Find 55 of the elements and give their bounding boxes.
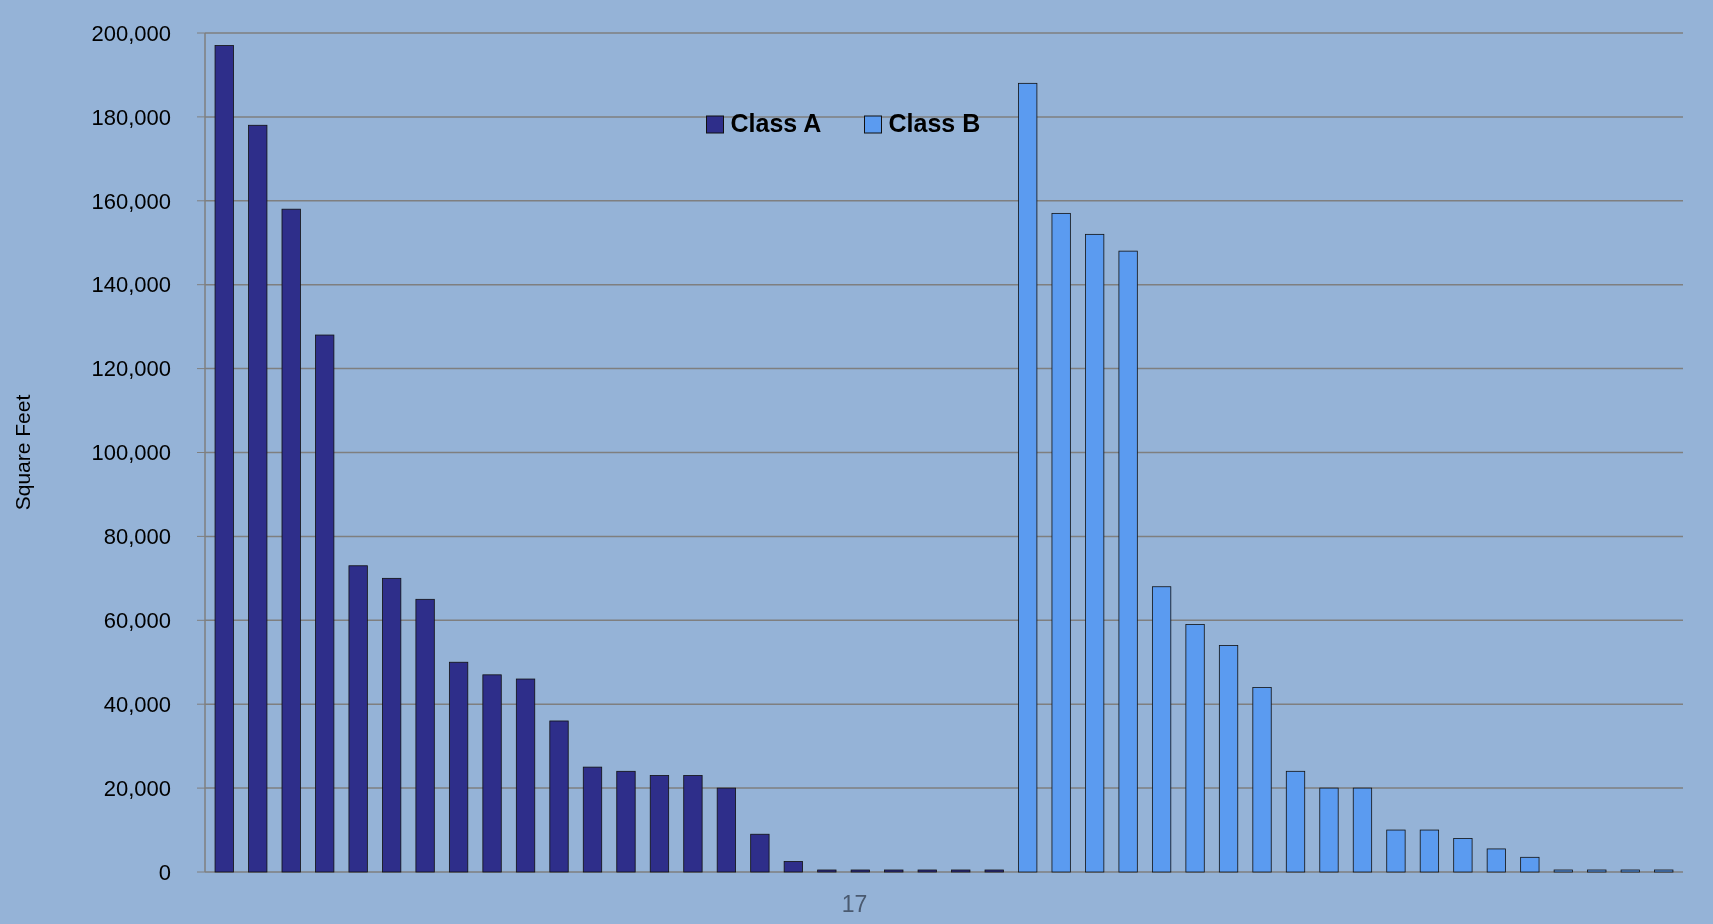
y-tick-label: 120,000 xyxy=(91,356,171,382)
bar xyxy=(214,45,234,873)
bar xyxy=(984,869,1004,873)
bar xyxy=(1085,233,1105,873)
bar xyxy=(917,869,937,873)
y-tick-label: 80,000 xyxy=(103,524,171,550)
bar xyxy=(1185,624,1205,873)
y-tick-label: 40,000 xyxy=(103,691,171,717)
legend-label: Class B xyxy=(888,109,981,137)
y-tick-label: 140,000 xyxy=(91,272,171,298)
bar xyxy=(1252,687,1272,873)
bar xyxy=(415,598,435,873)
bar xyxy=(1151,586,1172,873)
text: 17 xyxy=(841,891,868,917)
bar xyxy=(1018,82,1038,873)
bar xyxy=(1218,645,1239,873)
y-tick-label: 200,000 xyxy=(91,20,171,46)
bar xyxy=(951,869,971,873)
bar xyxy=(616,770,636,873)
bar xyxy=(1520,856,1540,873)
bar xyxy=(1319,787,1339,873)
y-tick-label: 100,000 xyxy=(91,440,171,466)
bar xyxy=(448,661,469,873)
y-tick-label: 60,000 xyxy=(103,608,171,633)
bar xyxy=(1386,829,1406,873)
bar xyxy=(515,678,536,873)
bar xyxy=(482,674,502,873)
y-axis-title: Square Feet xyxy=(11,394,34,511)
y-tick-label: 0 xyxy=(158,859,171,885)
bar xyxy=(817,869,837,873)
bar xyxy=(1118,250,1138,873)
bar xyxy=(315,334,335,873)
bar xyxy=(716,787,737,873)
bar xyxy=(582,766,603,873)
bar xyxy=(884,869,904,873)
y-tick-label: 160,000 xyxy=(91,188,171,214)
bar xyxy=(281,208,301,873)
bar xyxy=(1051,212,1071,873)
bar xyxy=(248,124,268,873)
bar xyxy=(1285,770,1306,873)
bar xyxy=(549,720,569,873)
y-tick-label: 20,000 xyxy=(103,775,171,801)
bar xyxy=(1486,848,1506,873)
bar xyxy=(1352,787,1373,873)
bar xyxy=(1419,829,1440,873)
y-tick-label: 180,000 xyxy=(91,104,171,130)
bar xyxy=(683,775,703,873)
bar xyxy=(649,775,670,873)
bar xyxy=(382,577,402,873)
bar xyxy=(750,833,770,873)
legend-label: Class A xyxy=(730,109,822,137)
bar xyxy=(850,869,870,873)
bar xyxy=(348,565,368,873)
bar xyxy=(783,861,803,873)
bar xyxy=(1453,838,1473,873)
